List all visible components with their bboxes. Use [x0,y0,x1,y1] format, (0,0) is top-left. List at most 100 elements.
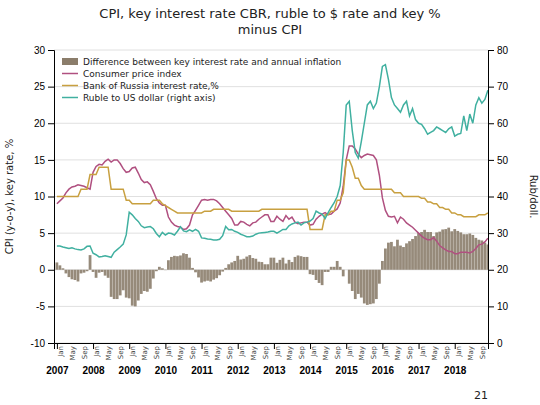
month-label: Sep [443,345,451,359]
grid-line [54,306,488,307]
bar [423,230,426,270]
month-label: May [250,346,258,360]
bar [182,253,185,269]
bar [300,256,303,270]
bar [453,229,456,270]
grid-line [54,123,488,124]
title-line: CPI, key interest rate CBR, ruble to $ r… [99,6,440,21]
tick-label: 2010 [155,365,178,376]
tick: 15 [34,155,54,166]
bar [276,263,279,270]
bar [399,246,402,270]
month-label: Sep [189,345,197,359]
tick-label: 40 [497,191,509,202]
tick: 5 [39,228,54,239]
tick: 30 [488,228,509,239]
month-label: Sep [226,345,234,359]
month-label: Jan [238,346,246,358]
bar [381,261,384,270]
bar [288,260,291,270]
bar [351,270,354,291]
tick: 2007 [46,343,69,376]
bar [194,270,197,273]
month-label: Sep [262,345,270,359]
bar [176,256,179,270]
bar [131,270,134,306]
month-label: Sep [370,345,378,359]
month-label: Jan [382,346,390,358]
chart-svg: CPI, key interest rate CBR, ruble to $ r… [0,0,540,405]
tick-label: 2017 [408,365,431,376]
legend-item: Bank of Russia interest rate,% [62,81,219,91]
bar [327,270,330,272]
tick: 20 [488,264,509,275]
bar [282,258,285,270]
tick: 80 [488,45,509,56]
bar [396,240,399,270]
bar [128,270,131,299]
tick: 10 [34,191,54,202]
bar [224,268,227,270]
bar [236,256,239,270]
month-label: Sep [406,345,414,359]
bar [227,264,230,269]
bar [212,270,215,280]
legend-label: Bank of Russia interest rate,% [83,81,219,91]
bar [155,270,158,271]
bar [354,270,357,299]
bar [242,259,245,270]
month-label: May [322,346,330,360]
tick-mark [488,87,494,88]
bar [80,270,83,274]
tick-label: 2015 [336,365,359,376]
bar [119,270,122,296]
month-label: May [69,346,77,360]
grid [54,50,488,343]
tick-label: 2008 [82,365,105,376]
bar [107,270,110,278]
tick-label: 2016 [372,365,395,376]
bar [411,239,414,270]
bar [429,232,432,270]
bar [291,262,294,270]
page-number: 21 [474,389,488,402]
bar [95,270,98,278]
bar [324,270,327,272]
bar [209,270,212,282]
bar [104,270,107,276]
month-label: May [467,346,475,360]
bar [140,270,143,294]
chart-container: CPI, key interest rate CBR, ruble to $ r… [0,0,540,405]
bar [269,258,272,270]
line-series [57,146,488,254]
month-label: Sep [153,345,161,359]
tick-mark [488,233,494,234]
bar [408,241,411,270]
month-label: May [286,346,294,360]
bar [248,255,251,270]
bar [56,262,59,269]
month-label: May [141,346,149,360]
tick-mark [488,343,494,344]
tick-label: 60 [497,118,509,129]
line-series [57,65,488,258]
tick: 60 [488,118,509,129]
bar [83,270,86,273]
bar [59,265,62,269]
bar [86,270,89,271]
bar [321,270,324,285]
bar [456,231,459,270]
bar [116,270,119,299]
tick-label: -10 [31,338,46,349]
tick-label: 0 [39,264,45,275]
tick-label: 50 [497,155,509,166]
tick-mark [488,270,494,271]
tick-label: 0 [497,338,503,349]
legend-label: Consumer price index [83,69,182,79]
bar [158,267,161,270]
bar [239,259,242,269]
bar [197,270,200,278]
tick-mark [48,50,54,51]
bar [342,270,345,277]
bar [233,261,236,270]
